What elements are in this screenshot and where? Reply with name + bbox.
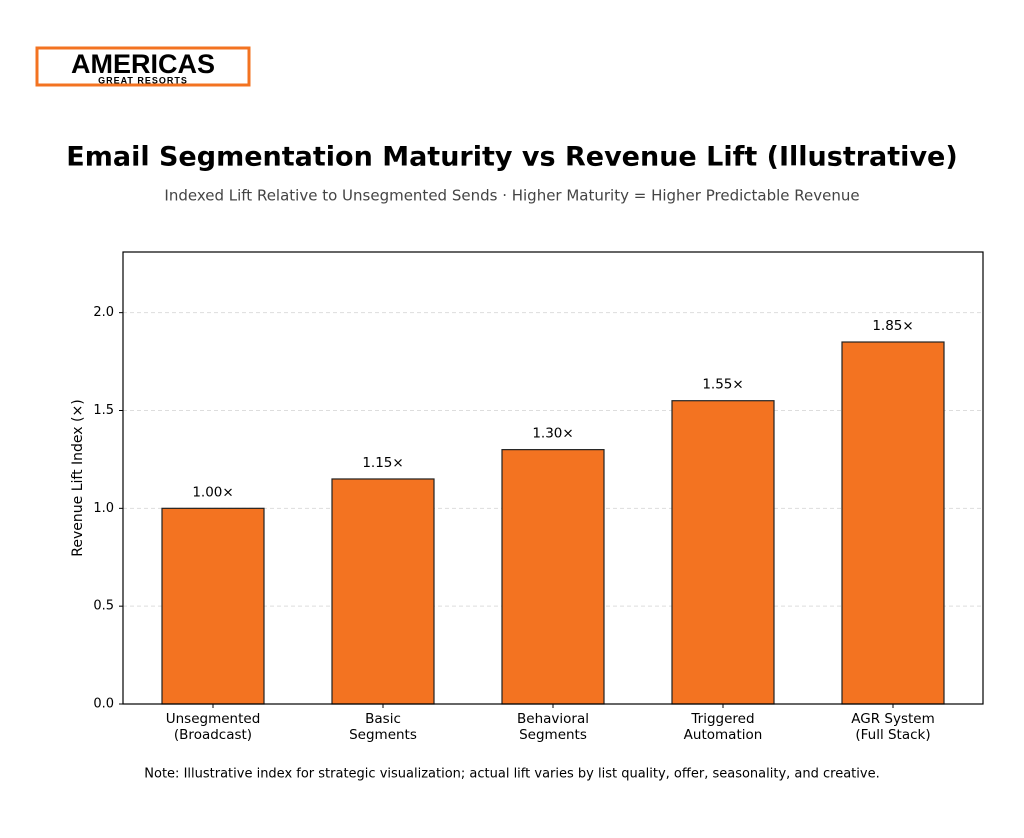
logo-tagline: GREAT RESORTS: [98, 75, 188, 85]
logo-box: [35, 46, 251, 87]
y-tick-label: 2.0: [93, 305, 114, 320]
value-label: 1.55×: [702, 377, 743, 393]
bar: [331, 478, 435, 705]
x-tick-label: Basic Segments: [349, 711, 417, 743]
value-label: 1.30×: [532, 426, 573, 442]
value-label: 1.00×: [192, 484, 233, 500]
x-tick-label: Behavioral Segments: [517, 711, 589, 743]
bar: [501, 449, 605, 705]
note: Note: Illustrative index for strategic v…: [144, 767, 879, 782]
y-tick-label: 1.5: [93, 403, 114, 418]
bar: [161, 507, 265, 705]
bar: [841, 341, 945, 705]
y-axis-label: Revenue Lift Index (×): [70, 399, 86, 556]
value-label: 1.15×: [362, 455, 403, 471]
chart-title: Email Segmentation Maturity vs Revenue L…: [66, 142, 957, 173]
plot-frame: [122, 251, 984, 705]
x-tick-label: Triggered Automation: [683, 711, 763, 743]
value-label: 1.85×: [872, 318, 913, 334]
y-tick-label: 0.0: [93, 697, 114, 712]
x-tick-label: Unsegmented (Broadcast): [165, 711, 261, 743]
y-tick-label: 0.5: [93, 599, 114, 614]
logo-text: AMERICAS: [71, 49, 215, 79]
x-tick-label: AGR System (Full Stack): [851, 711, 935, 743]
y-tick-label: 1.0: [93, 501, 114, 516]
bar: [671, 400, 775, 705]
chart-subtitle: Indexed Lift Relative to Unsegmented Sen…: [164, 187, 859, 205]
